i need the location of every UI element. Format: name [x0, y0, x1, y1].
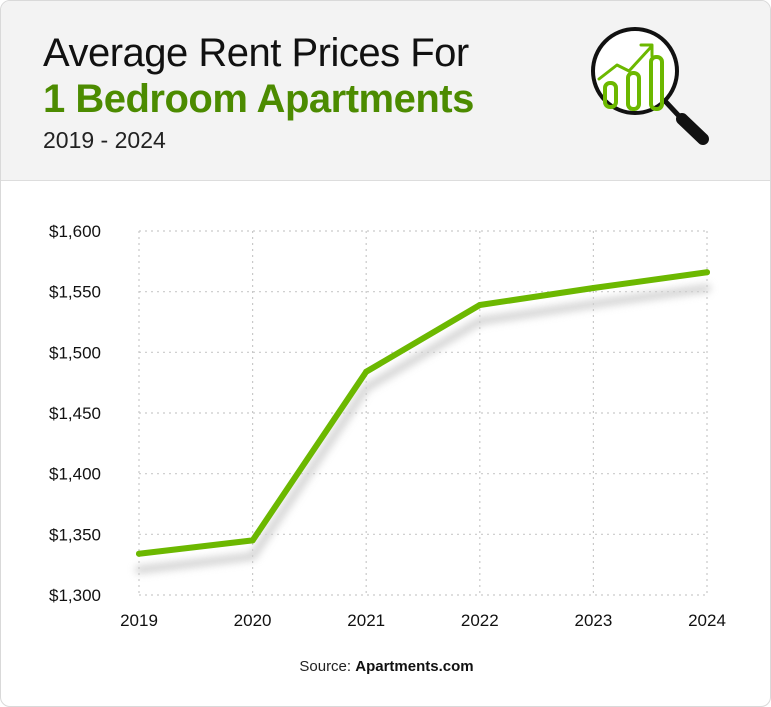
source-name: Apartments.com: [355, 658, 474, 675]
source-note: Source: Apartments.com: [1, 658, 770, 675]
y-tick-label: $1,500: [49, 343, 101, 362]
date-range-subtitle: 2019 - 2024: [43, 127, 166, 153]
x-tick-label: 2024: [688, 611, 726, 630]
title-line-2: 1 Bedroom Apartments: [43, 77, 474, 121]
x-tick-label: 2019: [120, 611, 158, 630]
data-point-2019: [136, 550, 142, 557]
data-point-2024: [704, 269, 710, 276]
data-point-2023: [590, 285, 597, 292]
x-tick-label: 2021: [347, 611, 385, 630]
data-point-2021: [363, 368, 370, 375]
title-line-1: Average Rent Prices For: [43, 31, 469, 75]
y-axis-labels: $1,300 $1,350 $1,400 $1,450 $1,500 $1,550 $1,6…: [49, 222, 101, 605]
x-tick-label: 2020: [234, 611, 272, 630]
y-tick-label: $1,600: [49, 222, 101, 241]
data-point-2022: [476, 302, 483, 309]
line-chart: $1,300 $1,350 $1,400 $1,450 $1,500 $1,550 $1,6…: [49, 222, 726, 630]
y-tick-label: $1,350: [49, 525, 101, 544]
y-tick-label: $1,550: [49, 283, 101, 302]
x-tick-label: 2022: [461, 611, 499, 630]
header: Average Rent Prices For 1 Bedroom Apartm…: [1, 1, 770, 181]
x-axis-labels: 2019 2020 2021 2022 2023 2024: [120, 611, 726, 630]
series-line-rent: [136, 269, 710, 557]
magnifier-chart-icon: [591, 27, 709, 145]
y-tick-label: $1,450: [49, 404, 101, 423]
y-tick-label: $1,300: [49, 586, 101, 605]
data-point-2020: [249, 537, 256, 544]
source-prefix: Source:: [299, 658, 352, 675]
x-tick-label: 2023: [574, 611, 612, 630]
data-points: [136, 269, 710, 557]
y-tick-label: $1,400: [49, 465, 101, 484]
series-line-shadow: [135, 284, 711, 574]
